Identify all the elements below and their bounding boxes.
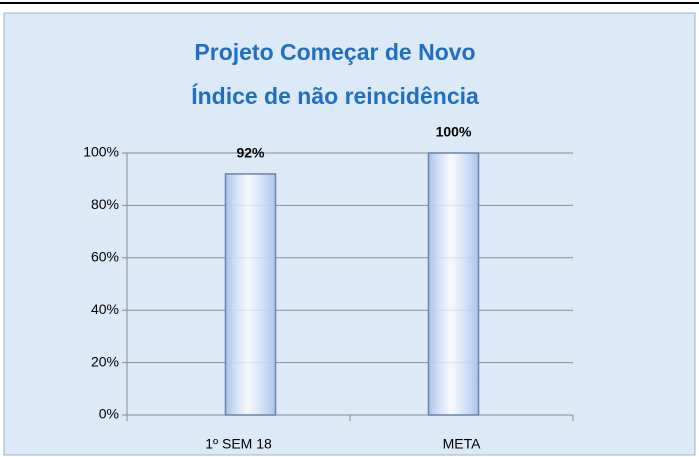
y-tick-label: 80% [91,196,119,212]
bar [427,152,480,416]
y-tick-label: 40% [91,301,119,317]
chart-title: Projeto Começar de Novo [194,39,475,65]
x-tick-label: META [443,436,482,452]
y-tick-label: 60% [91,249,119,265]
chart-area [3,12,696,456]
x-tick-label: 1º SEM 18 [205,436,272,452]
data-label: 92% [236,145,265,161]
y-tick-label: 20% [91,353,119,369]
chart-title: Índice de não reincidência [191,82,479,109]
bar [224,173,277,416]
y-tick-label: 100% [83,144,119,160]
data-label: 100% [436,124,472,140]
y-tick-label: 0% [99,406,119,422]
